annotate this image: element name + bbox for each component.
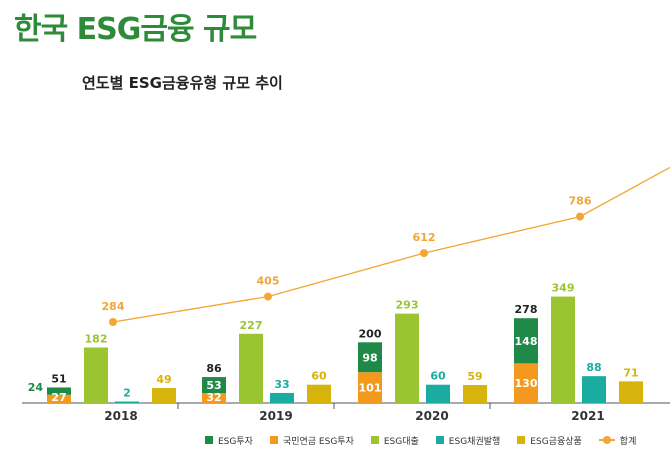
label-esg-investment-2019: 53 xyxy=(206,379,221,392)
legend-item-esg-bond: ESG채권발행 xyxy=(435,434,501,447)
total-point-2019 xyxy=(264,292,272,301)
legend-item-esg-product: ESG금융상품 xyxy=(517,434,582,447)
legend-label-esg-loan: ESG대출 xyxy=(383,436,419,447)
bar-nps-esg-investment-2019 xyxy=(202,393,226,403)
chart-title: 연도별 ESG금융유형 규모 추이 xyxy=(82,74,283,92)
label-esg-bond-2021: 88 xyxy=(586,361,601,374)
label-esg-investment-2020: 98 xyxy=(362,351,377,364)
bar-esg-product-2019 xyxy=(307,384,331,403)
total-label-2021: 786 xyxy=(569,195,592,208)
legend-label-esg-product: ESG금융상품 xyxy=(530,436,582,447)
label-stack-total-2021: 278 xyxy=(515,303,538,316)
total-line xyxy=(112,166,670,323)
legend-line-dot-icon xyxy=(598,436,615,444)
legend-swatch-esg-loan xyxy=(370,436,379,444)
label-stack-total-2018: 51 xyxy=(51,372,66,385)
label-nps-esg-investment-2020: 101 xyxy=(359,382,382,395)
bar-esg-loan-2018 xyxy=(84,347,108,403)
page-title: 한국 ESG금융 규모 xyxy=(14,12,257,47)
x-tick-label-2019: 2019 xyxy=(259,409,292,423)
label-esg-loan-2018: 182 xyxy=(85,332,108,345)
x-tick-label-2018: 2018 xyxy=(104,409,137,423)
x-tick-label-2020: 2020 xyxy=(415,409,448,423)
label-esg-bond-2020: 60 xyxy=(430,370,446,383)
legend-label-esg-bond: ESG채권발행 xyxy=(448,436,501,447)
legend-item-total: 합계 xyxy=(598,434,637,447)
bar-esg-investment-2021 xyxy=(514,318,538,364)
label-esg-loan-2021: 349 xyxy=(552,282,575,295)
legend-swatch-nps-esg-investment xyxy=(269,436,278,444)
total-label-2019: 405 xyxy=(257,275,280,288)
bar-esg-loan-2020 xyxy=(395,313,419,403)
label-esg-product-2018: 49 xyxy=(156,373,171,386)
total-point-2021 xyxy=(576,212,584,221)
bar-esg-loan-2019 xyxy=(239,333,263,403)
bar-esg-bond-2021 xyxy=(582,376,606,403)
label-stack-total-2019: 86 xyxy=(206,362,222,375)
x-tick-label-2021: 2021 xyxy=(571,409,604,423)
chart-legend: ESG투자 국민연금 ESG투자 ESG대출 ESG채권발행 ESG금융상품 합… xyxy=(205,432,653,448)
label-esg-bond-2019: 33 xyxy=(274,378,289,391)
bar-nps-esg-investment-2020 xyxy=(358,372,382,403)
bar-esg-loan-2021 xyxy=(551,296,575,403)
label-esg-investment-2018: 24 xyxy=(28,381,44,394)
bar-esg-investment-2018 xyxy=(47,387,71,395)
legend-swatch-esg-product xyxy=(517,436,526,444)
label-esg-loan-2020: 293 xyxy=(396,299,419,312)
label-esg-product-2020: 59 xyxy=(467,370,482,383)
bar-esg-product-2018 xyxy=(152,388,176,403)
label-esg-product-2021: 71 xyxy=(623,366,638,379)
bar-esg-bond-2019 xyxy=(270,392,294,403)
bar-esg-product-2020 xyxy=(463,385,487,403)
legend-label-esg-investment: ESG투자 xyxy=(218,436,253,447)
bar-nps-esg-investment-2018 xyxy=(47,394,71,403)
label-esg-loan-2019: 227 xyxy=(240,319,263,332)
total-point-2018 xyxy=(109,318,117,326)
label-nps-esg-investment-2019: 32 xyxy=(206,391,221,404)
legend-label-total: 합계 xyxy=(619,436,637,447)
bar-nps-esg-investment-2021 xyxy=(514,363,538,403)
label-esg-bond-2018: 2 xyxy=(123,387,131,400)
legend-item-nps-esg-investment: 국민연금 ESG투자 xyxy=(269,434,354,447)
legend-swatch-esg-investment xyxy=(205,436,213,444)
label-nps-esg-investment-2018: 27 xyxy=(51,391,66,404)
legend-swatch-esg-bond xyxy=(435,436,444,444)
legend-item-esg-loan: ESG대출 xyxy=(370,434,419,447)
label-stack-total-2020: 200 xyxy=(359,327,382,340)
legend-item-esg-investment: ESG투자 xyxy=(205,434,253,447)
total-label-2020: 612 xyxy=(413,231,436,244)
label-nps-esg-investment-2021: 130 xyxy=(515,377,538,390)
bar-esg-investment-2019 xyxy=(202,377,226,394)
bar-esg-bond-2020 xyxy=(426,384,450,403)
legend-label-nps-esg-investment: 국민연금 ESG투자 xyxy=(282,436,354,447)
total-label-2018: 284 xyxy=(102,300,125,313)
bar-esg-bond-2018 xyxy=(115,401,139,403)
bar-esg-product-2021 xyxy=(619,381,643,403)
label-esg-investment-2021: 148 xyxy=(515,335,538,348)
label-esg-product-2019: 60 xyxy=(311,370,327,383)
total-point-2020 xyxy=(420,249,428,258)
bar-esg-investment-2020 xyxy=(358,342,382,373)
